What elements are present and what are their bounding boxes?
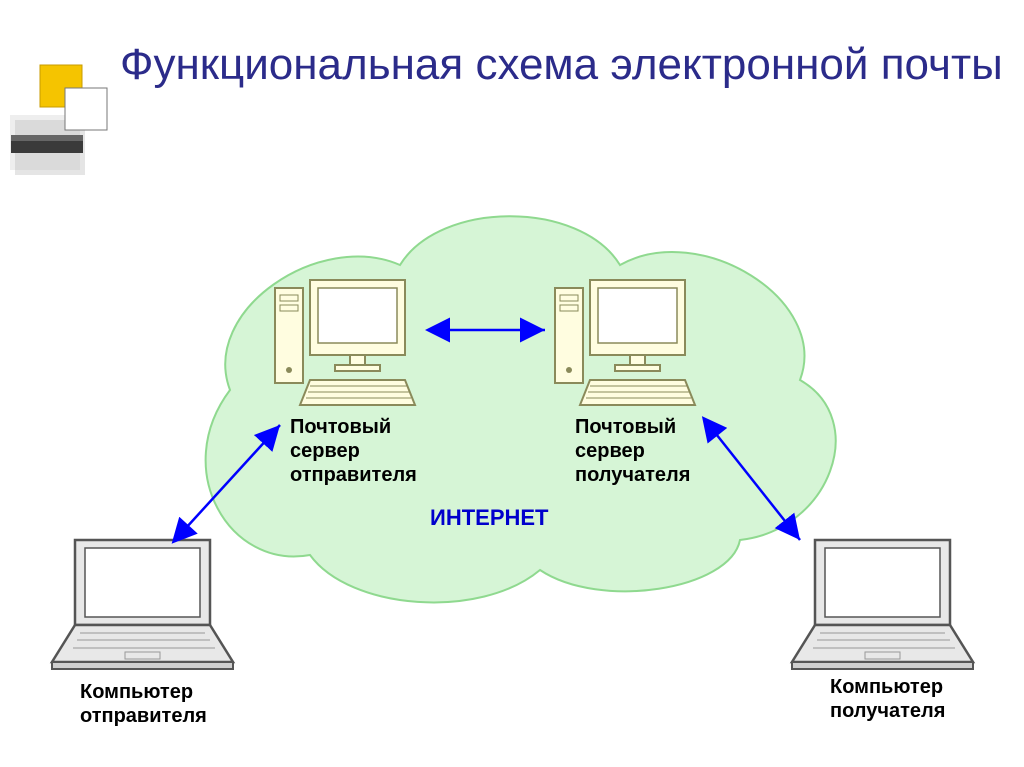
- email-diagram: Почтовый сервер отправителя Почтовый сер…: [0, 170, 1024, 740]
- slide-decoration: [10, 40, 110, 170]
- receiver-pc-icon: [792, 540, 973, 669]
- internet-label: ИНТЕРНЕТ: [430, 505, 549, 531]
- receiver-server-label: Почтовый сервер получателя: [575, 415, 690, 487]
- cloud-internet: [206, 216, 836, 602]
- slide-title: Функциональная схема электронной почты: [120, 40, 1003, 91]
- sender-pc-icon: [52, 540, 233, 669]
- receiver-pc-label: Компьютер получателя: [830, 675, 945, 723]
- sender-server-label: Почтовый сервер отправителя: [290, 415, 417, 487]
- sender-pc-label: Компьютер отправителя: [80, 680, 207, 728]
